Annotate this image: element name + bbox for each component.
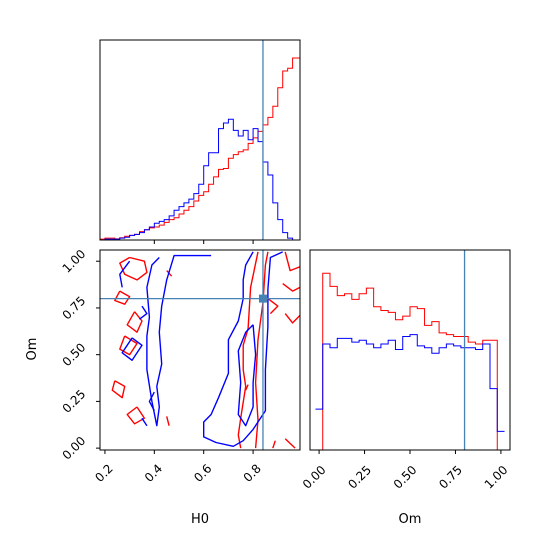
contour-series-1-path-0 <box>203 251 283 447</box>
contour-series-1-path-4 <box>121 337 143 361</box>
x-axis-label-om: Om <box>399 512 422 527</box>
contour-series-0-path-6 <box>166 416 170 426</box>
h0-histogram-frame <box>99 39 301 241</box>
contour-series-0-path-1 <box>114 290 131 305</box>
contour-series-0-path-5 <box>126 406 146 425</box>
x-axis-label-h0: H0 <box>191 512 209 527</box>
contour-series-0-path-8 <box>237 251 259 449</box>
contour-series-0-path-16 <box>245 384 249 391</box>
h0-histogram-series-1 <box>100 118 300 240</box>
contour-series-0-path-2 <box>126 311 143 333</box>
h0-histogram-panel <box>99 39 301 244</box>
contour-series-0-path-4 <box>111 380 126 399</box>
contour-series-1-path-7 <box>141 417 148 427</box>
contour-series-0-path-9 <box>254 251 269 449</box>
contour-series-0-path-13 <box>267 298 279 315</box>
contour-series-0-path-3 <box>119 335 138 356</box>
contour-truth-marker <box>258 294 267 303</box>
contour-series-1-path-5 <box>139 305 148 320</box>
contour-series-0-path-14 <box>284 438 296 449</box>
contour-series-1-path-1 <box>237 324 257 427</box>
om-histogram-series-0 <box>315 272 505 450</box>
contour-series-0-path-10 <box>284 251 300 272</box>
contour-series-0-path-12 <box>284 313 300 324</box>
om-histogram-series-1 <box>315 334 505 432</box>
contour-series-1-path-3 <box>119 260 131 288</box>
contour-series-1-path-6 <box>148 391 155 412</box>
contour-series-0-path-0 <box>119 256 148 281</box>
y-axis-label-om: Om <box>25 338 40 361</box>
contour-series-1-path-2 <box>146 254 212 427</box>
contour-series-0-path-11 <box>282 283 300 292</box>
contour-frame <box>99 249 301 451</box>
contour-series-0-path-15 <box>272 440 276 449</box>
